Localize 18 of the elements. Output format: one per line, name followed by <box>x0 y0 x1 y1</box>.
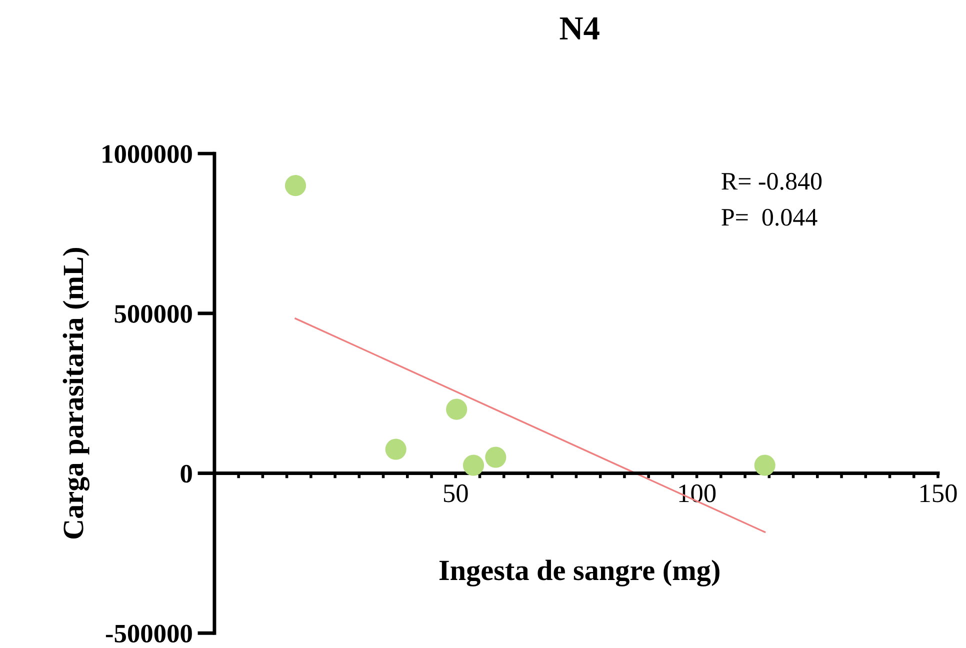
point <box>385 438 406 460</box>
y-tick-label: -500000 <box>106 624 192 643</box>
y-tick-label: 0 <box>180 464 192 483</box>
x-tick-label: 100 <box>679 484 716 502</box>
annotation: P= 0.044 <box>722 208 818 226</box>
x-axis-title: Ingesta de sangre (mg) <box>439 560 720 586</box>
point <box>462 454 484 476</box>
y-tick-label: 1000000 <box>102 145 192 163</box>
y-axis-title: Carga parasitaria (mL) <box>62 248 90 539</box>
chart-title: N4 <box>560 17 600 40</box>
x-tick-label: 150 <box>920 484 957 502</box>
point <box>284 175 306 196</box>
x-tick-label: 50 <box>444 484 468 502</box>
point <box>485 446 506 468</box>
annotation: R= -0.840 <box>722 172 822 190</box>
point <box>754 454 776 476</box>
point <box>446 398 468 420</box>
y-tick-label: 500000 <box>114 305 192 323</box>
